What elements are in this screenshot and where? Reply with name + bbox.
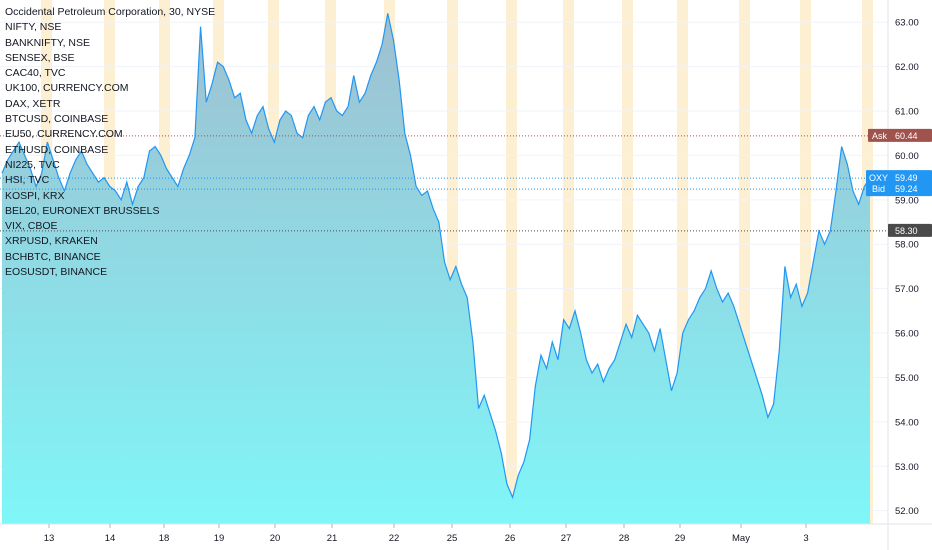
- y-tick-label: 54.00: [895, 417, 919, 428]
- price-line: [1, 13, 871, 500]
- bid-tag-label: Bid: [872, 184, 885, 194]
- x-tick-label: 22: [389, 533, 400, 544]
- ask-tag-label: Ask: [872, 131, 888, 141]
- price-area: [2, 13, 870, 524]
- last-price-tag: [888, 223, 932, 237]
- x-tick-label: 18: [159, 533, 170, 544]
- y-tick-label: 60.00: [895, 151, 919, 162]
- price-axis: 52.00 53.00 54.00 55.00 56.00 57.00 58.00 59.00…: [895, 18, 919, 517]
- y-tick-label: 59.00: [895, 195, 919, 206]
- y-tick-label: 62.00: [895, 62, 919, 73]
- session-band-13: [739, 0, 750, 524]
- x-tick-label: 26: [505, 533, 516, 544]
- y-tick-label: 61.00: [895, 107, 919, 118]
- x-tick-label: 19: [214, 533, 225, 544]
- session-band-12: [677, 0, 688, 524]
- session-band-8: [447, 0, 458, 524]
- y-tick-label: 58.00: [895, 240, 919, 251]
- session-band-11: [622, 0, 633, 524]
- x-tick-label: 14: [105, 533, 116, 544]
- x-tick-label: May: [732, 533, 750, 544]
- session-band-14: [800, 0, 811, 524]
- x-tick-label: 28: [619, 533, 630, 544]
- ask-tag-value: 60.44: [895, 131, 918, 141]
- y-tick-label: 55.00: [895, 373, 919, 384]
- last-price-tag-value: 58.30: [895, 226, 918, 236]
- x-tick-label: 20: [270, 533, 281, 544]
- x-tick-label: 25: [447, 533, 458, 544]
- x-tick-label: 13: [44, 533, 55, 544]
- x-tick-label: 27: [561, 533, 572, 544]
- session-band-10: [563, 0, 574, 524]
- y-tick-label: 57.00: [895, 284, 919, 295]
- y-tick-label: 63.00: [895, 18, 919, 29]
- y-tick-label: 52.00: [895, 506, 919, 517]
- price-lines: [0, 135, 888, 232]
- time-axis: 13 14 18 19 20 21 22 25 26 27 28 29 May 3: [44, 524, 809, 544]
- ask-tag: [868, 128, 932, 142]
- oxy-tag-label: OXY: [869, 173, 888, 183]
- bid-tag-value: 59.24: [895, 184, 918, 194]
- x-tick-label: 3: [803, 533, 808, 544]
- session-band-9: [506, 0, 517, 524]
- y-tick-label: 53.00: [895, 462, 919, 473]
- oxy-bid-tag: [866, 170, 932, 197]
- y-tick-label: 56.00: [895, 329, 919, 340]
- x-tick-label: 21: [327, 533, 338, 544]
- x-tick-label: 29: [675, 533, 686, 544]
- oxy-tag-value: 59.49: [895, 173, 918, 183]
- price-tags: Ask 60.44 OXY 59.49 Bid 59.24 58.30: [866, 128, 932, 237]
